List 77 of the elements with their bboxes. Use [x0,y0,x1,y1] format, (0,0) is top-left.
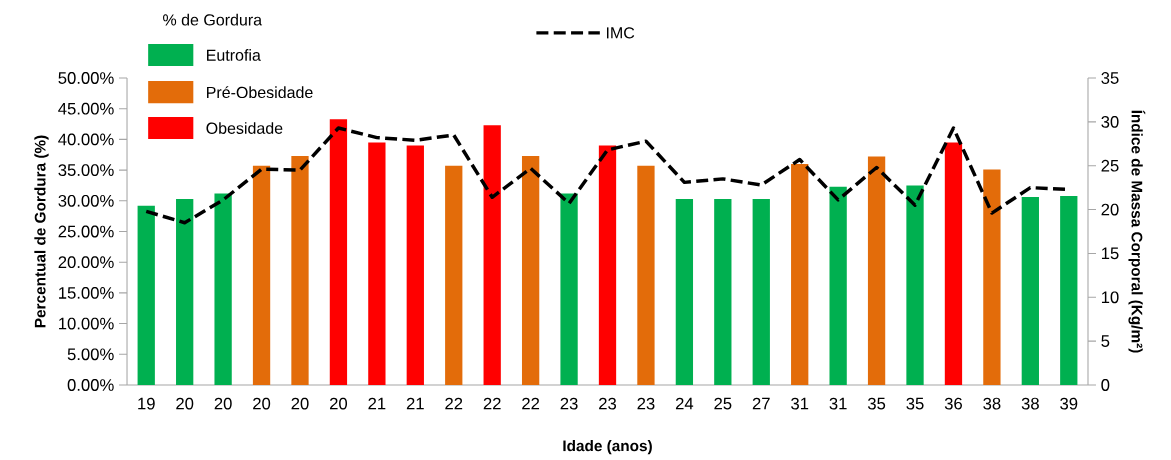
x-tick-label: 31 [829,397,847,410]
bar [176,198,194,385]
y2-tick-label: 35 [1101,72,1119,84]
x-tick-label: 23 [637,397,655,410]
bar [214,193,232,385]
legend-label: Obesidade [206,122,283,134]
bar [944,142,963,385]
y2-tick-label: 10 [1101,291,1119,304]
x-tick-label: 35 [906,397,924,410]
x-tick-label: 22 [483,397,501,410]
bar [598,145,617,385]
x-tick-label: 22 [445,397,463,410]
y2-tick-label: 25 [1101,159,1119,172]
legend-title: % de Gordura [163,13,263,26]
bar [867,156,886,385]
bar [829,186,847,385]
y-tick-label: 5.00% [67,348,114,361]
bar [1021,197,1039,385]
x-tick-label: 25 [714,397,732,410]
bar [791,163,809,385]
x-tick-label: 19 [138,397,155,410]
bar [445,165,463,385]
bar [252,165,271,385]
bar [406,145,424,385]
bar [329,119,348,385]
x-tick-label: 35 [867,397,886,410]
x-tick-label: 38 [983,397,1001,410]
bar [291,155,309,385]
y-axis-title: Percentual de Gordura (%) [34,135,49,328]
bar [521,155,540,385]
y2-axis-title: Índice de Massa Corporal (Kg/m²) [1128,110,1146,353]
y2-tick-label: 20 [1101,203,1119,216]
x-tick-label: 24 [675,397,694,410]
x-tick-label: 20 [214,397,232,410]
y-tick-label: 35.00% [58,164,114,176]
y2-tick-label: 5 [1101,335,1110,347]
bar [560,193,578,385]
x-tick-label: 21 [368,397,386,410]
bar [137,205,155,385]
y-tick-label: 30.00% [58,194,114,207]
x-tick-label: 36 [944,397,962,410]
x-tick-label: 22 [522,397,540,410]
x-tick-label: 27 [752,397,770,410]
x-tick-label: 21 [406,397,424,410]
y-tick-label: 50.00% [58,72,114,84]
bar [1060,195,1078,385]
bar [637,165,655,385]
bar [983,169,1001,385]
y2-tick-label: 30 [1101,115,1119,128]
y-tick-label: 15.00% [59,287,114,299]
y2-tick-label: 0 [1101,379,1110,391]
y2-tick-label: 15 [1101,247,1119,260]
bar [368,142,386,385]
y-tick-label: 25.00% [58,225,114,238]
x-tick-label: 23 [560,397,578,410]
bar [714,198,732,385]
y-tick-label: 45.00% [58,102,114,115]
x-tick-label: 20 [291,397,309,410]
y-tick-label: 20.00% [58,256,114,269]
x-tick-label: 20 [176,397,194,410]
bar [906,185,924,385]
x-tick-label: 38 [1021,397,1039,410]
x-tick-label: 23 [599,397,617,410]
bar [675,198,694,385]
legend-label: IMC [606,27,635,39]
bar [752,198,770,385]
y-tick-label: 40.00% [58,133,114,146]
legend-label: Pré-Obesidade [207,86,313,99]
x-tick-label: 20 [330,397,348,410]
x-axis-title: Idade (anos) [563,439,652,455]
x-tick-label: 20 [253,397,271,410]
y-tick-label: 0.00% [67,379,114,391]
x-tick-label: 31 [791,397,809,410]
y-tick-label: 10.00% [59,317,114,330]
bar [483,125,501,385]
x-tick-label: 39 [1060,397,1078,410]
legend-label: Eutrofia [207,49,261,61]
